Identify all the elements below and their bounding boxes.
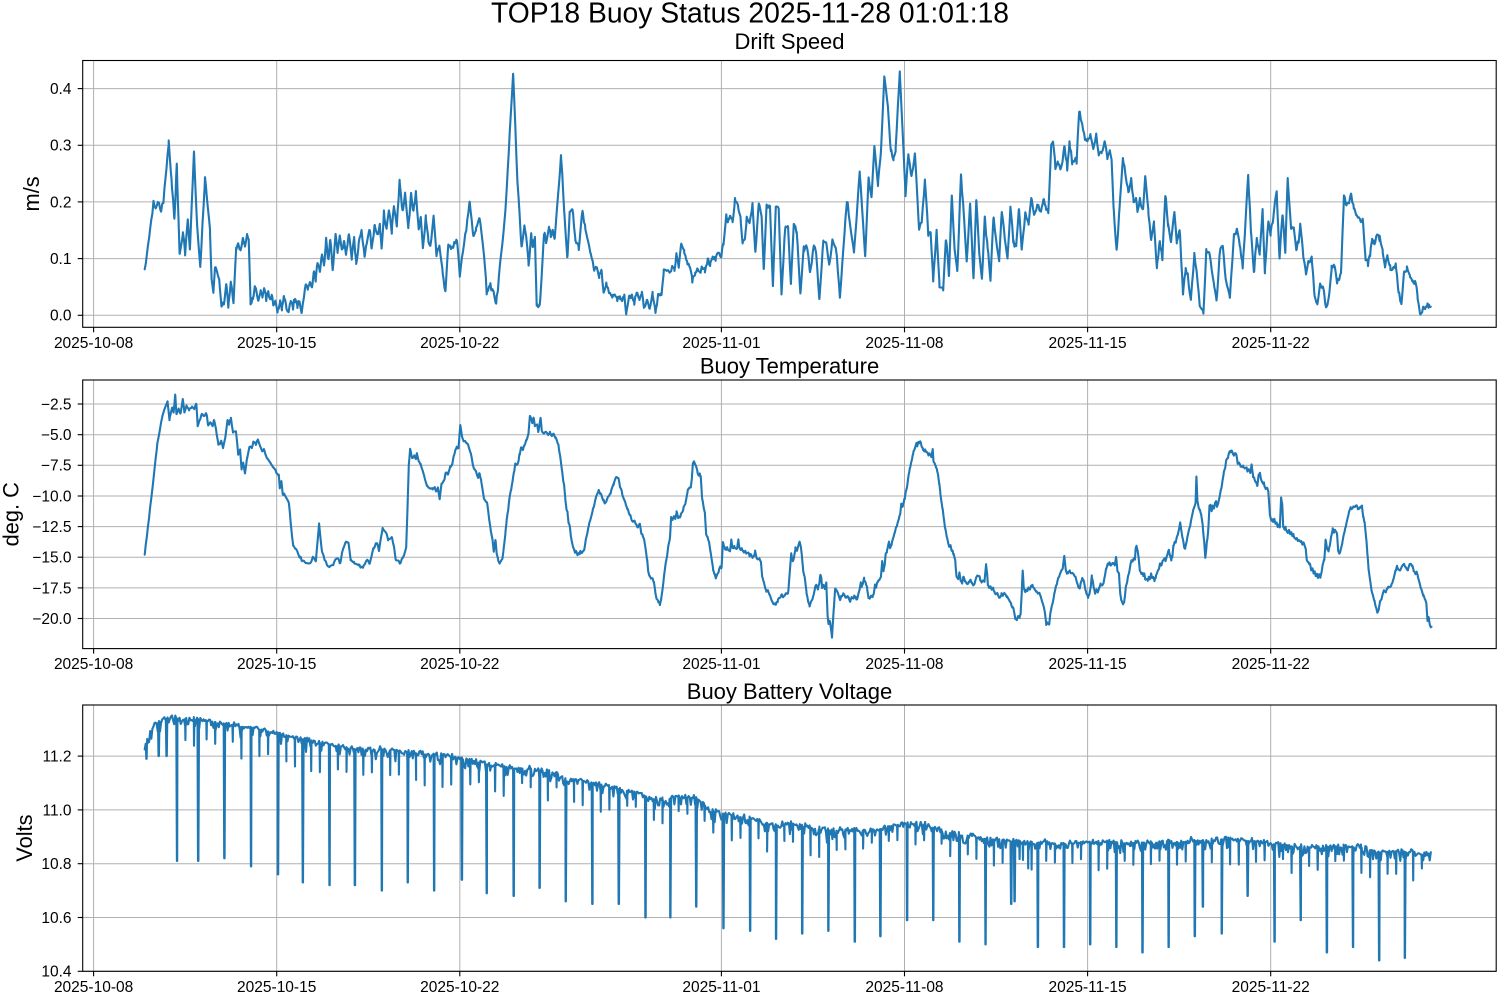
svg-text:2025-10-08: 2025-10-08: [54, 656, 133, 673]
svg-text:10.8: 10.8: [41, 856, 71, 873]
svg-text:10.4: 10.4: [41, 964, 72, 981]
svg-text:2025-10-22: 2025-10-22: [420, 335, 499, 352]
svg-text:2025-11-08: 2025-11-08: [865, 335, 943, 352]
svg-text:Buoy Temperature: Buoy Temperature: [700, 354, 879, 379]
svg-text:11.0: 11.0: [42, 802, 71, 819]
svg-text:2025-10-15: 2025-10-15: [237, 979, 316, 996]
svg-text:11.2: 11.2: [42, 749, 71, 766]
svg-text:0.2: 0.2: [50, 194, 72, 211]
svg-text:2025-11-08: 2025-11-08: [865, 656, 943, 673]
svg-text:−20.0: −20.0: [32, 611, 72, 628]
svg-text:2025-11-15: 2025-11-15: [1049, 979, 1127, 996]
svg-text:2025-10-22: 2025-10-22: [420, 979, 499, 996]
svg-text:−5.0: −5.0: [41, 427, 72, 444]
svg-text:2025-11-15: 2025-11-15: [1049, 335, 1127, 352]
svg-text:−7.5: −7.5: [41, 458, 72, 475]
svg-text:2025-11-01: 2025-11-01: [682, 656, 760, 673]
svg-text:2025-11-15: 2025-11-15: [1049, 656, 1127, 673]
svg-text:−10.0: −10.0: [32, 488, 72, 505]
svg-text:0.0: 0.0: [50, 308, 72, 325]
svg-text:2025-11-01: 2025-11-01: [682, 335, 760, 352]
svg-text:0.4: 0.4: [50, 81, 72, 98]
svg-text:deg. C: deg. C: [0, 482, 24, 546]
svg-text:2025-10-08: 2025-10-08: [54, 335, 133, 352]
svg-text:Buoy Battery Voltage: Buoy Battery Voltage: [687, 679, 892, 704]
svg-text:0.3: 0.3: [50, 138, 72, 155]
svg-text:−15.0: −15.0: [32, 550, 72, 567]
svg-text:2025-10-08: 2025-10-08: [54, 979, 133, 996]
svg-text:2025-11-08: 2025-11-08: [865, 979, 943, 996]
svg-text:−17.5: −17.5: [32, 580, 71, 597]
svg-text:Drift Speed: Drift Speed: [734, 29, 844, 54]
svg-text:2025-11-22: 2025-11-22: [1232, 335, 1310, 352]
svg-text:Volts: Volts: [12, 814, 37, 861]
svg-text:2025-10-15: 2025-10-15: [237, 335, 316, 352]
svg-text:10.6: 10.6: [41, 910, 71, 927]
svg-text:−12.5: −12.5: [32, 519, 71, 536]
svg-text:−2.5: −2.5: [41, 396, 72, 413]
svg-text:2025-10-15: 2025-10-15: [237, 656, 316, 673]
svg-text:2025-11-01: 2025-11-01: [682, 979, 760, 996]
svg-text:m/s: m/s: [19, 176, 44, 211]
svg-text:0.1: 0.1: [50, 251, 72, 268]
svg-text:2025-11-22: 2025-11-22: [1232, 979, 1310, 996]
svg-text:TOP18 Buoy Status 2025-11-28 0: TOP18 Buoy Status 2025-11-28 01:01:18: [491, 0, 1009, 29]
svg-text:2025-11-22: 2025-11-22: [1232, 656, 1310, 673]
svg-text:2025-10-22: 2025-10-22: [420, 656, 499, 673]
